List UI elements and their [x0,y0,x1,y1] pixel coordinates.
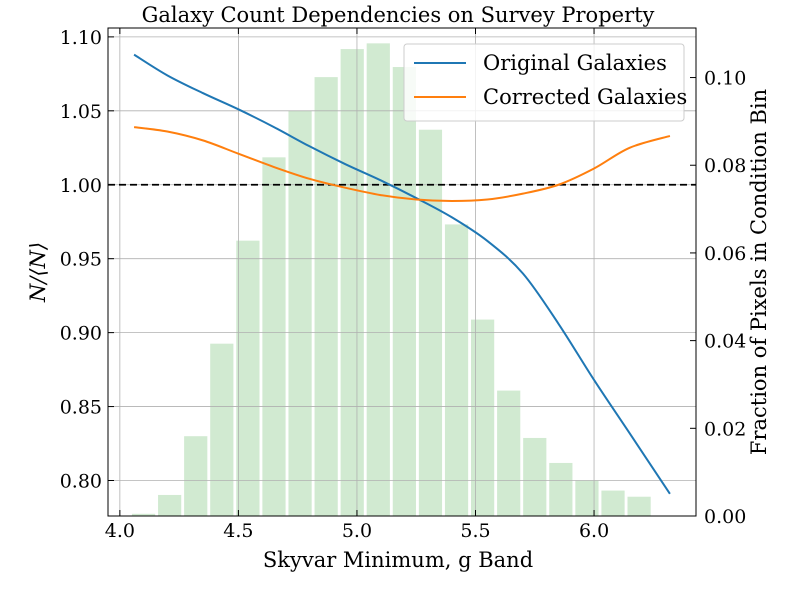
histogram-bar [444,224,469,516]
x-tick-label: 4.0 [105,520,135,542]
chart-title: Galaxy Count Dependencies on Survey Prop… [142,3,655,27]
y2-axis-ticks: 0.00 0.02 0.04 0.06 0.08 0.10 [690,68,746,528]
y-axis-ticks: 0.80 0.85 0.90 0.95 1.00 1.05 1.10 [60,27,114,493]
y2-tick-label: 0.08 [704,155,746,177]
histogram-bar [184,436,208,516]
y-tick-label: 0.80 [60,471,102,493]
histogram-bar [366,43,390,516]
y2-tick-label: 0.10 [704,68,746,90]
x-tick-label: 5.0 [342,520,372,542]
x-tick-label: 4.5 [223,520,253,542]
histogram-bar [418,129,443,516]
y2-tick-label: 0.00 [704,506,746,528]
gridlines [108,28,696,516]
y-tick-label: 0.90 [60,323,102,345]
histogram-bar [236,240,260,516]
y-tick-label: 1.00 [60,175,102,197]
histogram-bar [471,319,495,516]
y-tick-label: 0.95 [60,249,102,271]
legend: Original Galaxies Corrected Galaxies [403,43,687,122]
y-axis-title: N/⟨N⟩ [26,242,50,303]
histogram-bar [497,390,521,516]
histogram-bar [549,462,573,516]
histogram-bar [627,496,651,516]
y2-tick-label: 0.06 [704,243,746,265]
legend-label-original: Original Galaxies [483,51,667,75]
histogram-bar [575,480,599,516]
histogram-bar [210,343,234,516]
y2-tick-label: 0.02 [704,418,746,440]
y-tick-label: 1.10 [60,27,102,49]
plot-frame [107,27,697,517]
y-tick-label: 0.85 [60,397,102,419]
series-line-corrected [133,126,671,203]
y2-axis-title: Fraction of Pixels in Condition Bin [747,89,771,455]
legend-box [403,43,685,122]
y2-tick-label: 0.04 [704,331,746,353]
histogram-bar [314,77,338,517]
histogram-bar [340,49,364,517]
x-tick-label: 6.0 [579,520,609,542]
histogram-bar [601,490,625,516]
histogram-bar [131,513,156,516]
legend-label-corrected: Corrected Galaxies [483,85,687,109]
x-axis-ticks: 4.0 4.5 5.0 5.5 6.0 [105,28,609,542]
histogram-bar [158,494,182,516]
histogram-bars [131,43,651,517]
series-lines [133,53,671,495]
histogram-bar [523,437,547,516]
histogram-bar [392,67,416,517]
x-axis-title: Skyvar Minimum, g Band [263,548,533,572]
histogram-bar [288,110,312,517]
y-tick-label: 1.05 [60,101,102,123]
x-tick-label: 5.5 [460,520,490,542]
histogram-bar [262,157,286,516]
series-line-original [133,53,671,495]
